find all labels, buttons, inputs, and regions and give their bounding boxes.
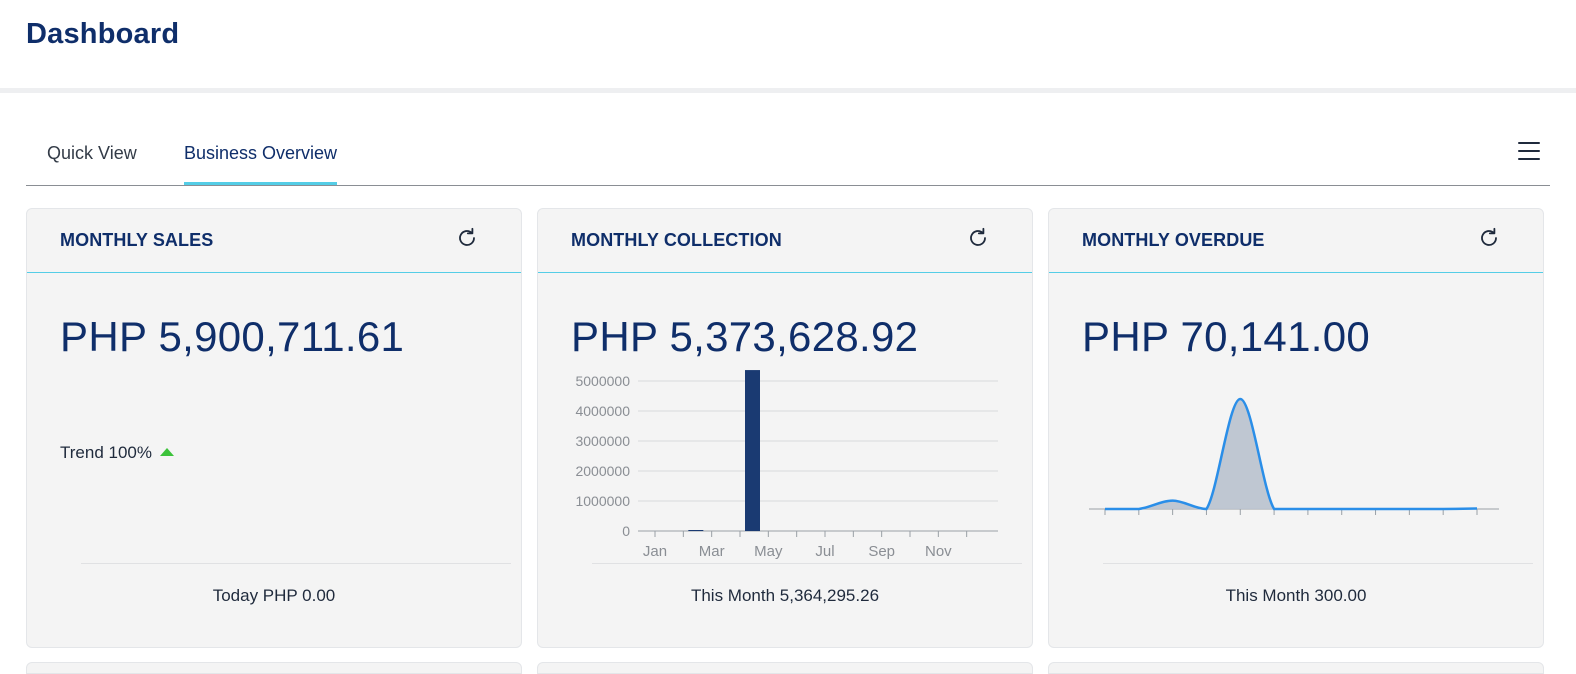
series-line (1105, 397, 1478, 511)
card-title: MONTHLY OVERDUE (1082, 230, 1265, 250)
divider (81, 563, 511, 564)
refresh-icon[interactable] (1477, 226, 1501, 250)
y-tick-label: 2000000 (575, 463, 630, 479)
overdue-amount: PHP 70,141.00 (1082, 313, 1371, 360)
tab-business-overview[interactable]: Business Overview (184, 140, 338, 185)
refresh-icon[interactable] (455, 226, 479, 250)
y-tick-label: 1000000 (575, 493, 630, 509)
tab-bar: Quick View Business Overview (26, 130, 1550, 186)
y-tick-label: 5000000 (575, 373, 630, 389)
collection-amount: PHP 5,373,628.92 (571, 313, 919, 360)
card-title: MONTHLY SALES (60, 230, 214, 250)
sales-amount: PHP 5,900,711.61 (60, 313, 405, 360)
next-card-row (537, 662, 1033, 674)
card-title: MONTHLY COLLECTION (571, 230, 782, 250)
tab-quick-view[interactable]: Quick View (47, 143, 137, 163)
bar (688, 530, 704, 531)
monthly-collection-card: MONTHLY COLLECTION PHP 5,373,628.92 0 100… (537, 208, 1033, 648)
x-tick-label: Nov (925, 543, 952, 560)
next-card-row (1048, 662, 1544, 674)
trend-up-icon (159, 448, 174, 456)
collection-bar-chart: 0 1000000 2000000 3000000 4000000 5000000 Jan M… (575, 370, 998, 560)
page-header: Dashboard (0, 0, 1576, 93)
trend-indicator: Trend 100% (60, 443, 174, 463)
page-title: Dashboard (26, 18, 180, 50)
area-fill (1105, 399, 1477, 509)
x-tick-label: Mar (699, 543, 725, 560)
x-tick-label: Jul (815, 543, 834, 560)
y-tick-label: 0 (622, 523, 630, 539)
monthly-sales-card: MONTHLY SALES PHP 5,900,711.61 Trend 100… (26, 208, 522, 648)
divider (592, 563, 1022, 564)
y-tick-label: 3000000 (575, 433, 630, 449)
refresh-icon[interactable] (966, 226, 990, 250)
card-header: MONTHLY COLLECTION (538, 209, 1032, 273)
y-tick-label: 4000000 (575, 403, 630, 419)
x-tick-label: Sep (868, 543, 895, 560)
divider (1103, 563, 1533, 564)
overdue-footer: This Month 300.00 (1225, 586, 1367, 605)
bar (745, 370, 760, 531)
collection-footer: This Month 5,364,295.26 (690, 586, 880, 605)
card-header: MONTHLY SALES (27, 209, 521, 273)
sales-footer: Today PHP 0.00 (212, 586, 336, 605)
next-card-row (26, 662, 522, 674)
card-header: MONTHLY OVERDUE (1049, 209, 1543, 273)
overdue-area-chart (1089, 397, 1499, 515)
hamburger-menu-icon[interactable] (1518, 142, 1540, 162)
x-tick-label: May (754, 543, 783, 560)
x-tick-label: Jan (643, 543, 667, 560)
monthly-overdue-card: MONTHLY OVERDUE PHP 70,141.00 This Month… (1048, 208, 1544, 648)
trend-label: Trend 100% (60, 443, 152, 462)
